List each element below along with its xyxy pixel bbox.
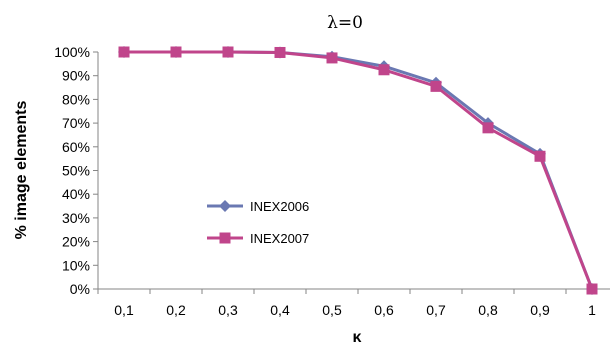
data-point-inex2007 xyxy=(482,122,494,134)
y-tick-label: 30% xyxy=(62,210,90,226)
y-tick-label: 40% xyxy=(62,186,90,202)
data-point-inex2007 xyxy=(222,46,234,58)
series-inex2007 xyxy=(118,46,598,295)
data-point-inex2007 xyxy=(170,46,182,58)
series-line-inex2006 xyxy=(124,50,594,290)
legend-item-inex2006: INEX2006 xyxy=(207,199,309,214)
y-tick-label: 90% xyxy=(62,68,90,84)
x-tick-label: 0,5 xyxy=(322,302,342,318)
y-tick-label: 10% xyxy=(62,257,90,273)
series-inex2006 xyxy=(118,46,598,295)
data-point-inex2007 xyxy=(378,64,390,76)
data-point-inex2007 xyxy=(274,46,286,58)
y-axis-label: % image elements xyxy=(13,101,30,240)
data-point-inex2007 xyxy=(430,80,442,92)
y-tick-label: 100% xyxy=(54,44,90,60)
y-tick-label: 60% xyxy=(62,139,90,155)
data-point-inex2007 xyxy=(534,150,546,162)
series-line-inex2007 xyxy=(124,50,594,290)
y-tick-label: 50% xyxy=(62,163,90,179)
chart-title: λ=0 xyxy=(327,13,363,33)
x-axis-label: κ xyxy=(353,329,362,344)
y-tick-label: 70% xyxy=(62,115,90,131)
data-point-inex2007 xyxy=(586,283,598,295)
x-tick-label: 0,8 xyxy=(478,302,498,318)
legend-marker xyxy=(219,200,231,212)
y-tick-label: 20% xyxy=(62,234,90,250)
x-tick-label: 0,2 xyxy=(166,302,186,318)
y-tick-label: 0% xyxy=(70,281,90,297)
x-tick-label: 0,9 xyxy=(530,302,550,318)
legend-marker xyxy=(219,232,231,244)
data-point-inex2007 xyxy=(326,52,338,64)
legend-label: INEX2007 xyxy=(250,231,309,246)
legend-label: INEX2006 xyxy=(250,199,309,214)
x-tick-label: 0,7 xyxy=(426,302,446,318)
x-tick-label: 0,6 xyxy=(374,302,394,318)
data-point-inex2007 xyxy=(118,46,130,58)
x-tick-label: 1 xyxy=(588,302,596,318)
legend-item-inex2007: INEX2007 xyxy=(207,231,309,246)
x-tick-label: 0,4 xyxy=(270,302,290,318)
x-tick-label: 0,3 xyxy=(218,302,238,318)
y-tick-label: 80% xyxy=(62,91,90,107)
x-tick-label: 0,1 xyxy=(114,302,134,318)
